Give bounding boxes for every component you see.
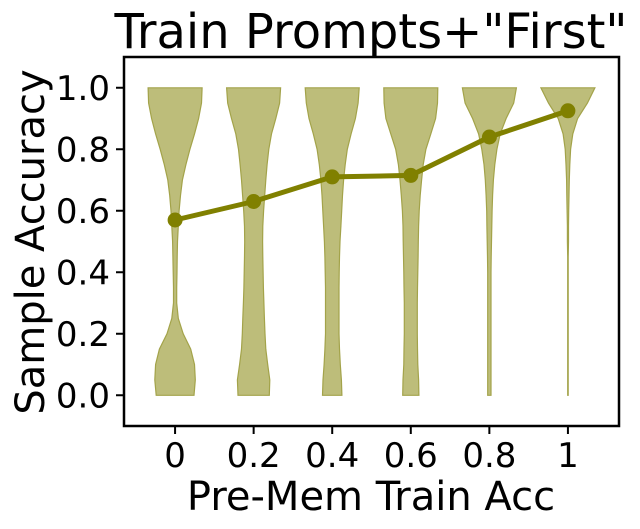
- series-point-4: [481, 129, 497, 145]
- y-tick-label: 0.6: [56, 192, 110, 232]
- y-tick-label: 0.2: [56, 315, 110, 355]
- x-tick-label: 0.4: [305, 436, 359, 476]
- violin-0: [147, 87, 203, 396]
- series-group: [167, 103, 576, 228]
- series-point-2: [324, 169, 340, 185]
- violin-2: [304, 87, 360, 396]
- x-tick-label: 0.6: [384, 436, 438, 476]
- series-point-1: [246, 194, 262, 209]
- x-tick-label: 1: [557, 436, 579, 476]
- series-point-3: [403, 167, 419, 183]
- series-point-5: [560, 103, 576, 119]
- violin-3: [383, 87, 439, 396]
- y-axis-ticks: 0.0 0.2 0.4 0.6 0.8 1.0: [56, 69, 124, 416]
- x-tick-label: 0.2: [227, 436, 281, 476]
- violin-5: [539, 87, 596, 396]
- violin-1: [225, 87, 282, 396]
- chart-title: Train Prompts+"First": [113, 4, 627, 60]
- y-tick-label: 1.0: [56, 69, 110, 109]
- y-tick-label: 0.0: [56, 376, 110, 416]
- plot-frame: [122, 55, 621, 428]
- series-line-0: [174, 108, 569, 223]
- x-axis-ticks: 0 0.2 0.4 0.6 0.8 1: [164, 426, 579, 476]
- x-axis-label: Pre-Mem Train Acc: [187, 474, 555, 520]
- series-point-0: [167, 212, 183, 228]
- y-axis-label: Sample Accuracy: [8, 69, 54, 414]
- x-tick-label: 0: [164, 436, 186, 476]
- violin-4: [461, 87, 518, 396]
- y-tick-label: 0.4: [56, 253, 110, 293]
- x-tick-label: 0.8: [462, 436, 516, 476]
- y-tick-label: 0.8: [56, 130, 110, 170]
- violins-group: [147, 87, 596, 396]
